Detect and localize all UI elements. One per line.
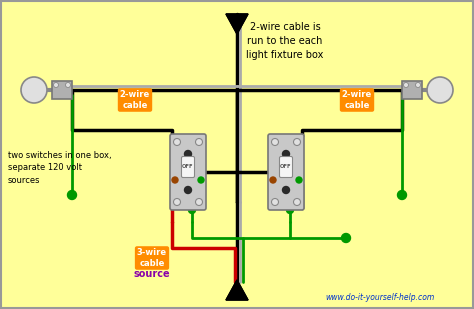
Circle shape	[293, 198, 301, 205]
Text: 2-wire cable is
run to the each
light fixture box: 2-wire cable is run to the each light fi…	[246, 22, 324, 60]
Circle shape	[172, 177, 178, 183]
Circle shape	[173, 138, 181, 146]
FancyBboxPatch shape	[170, 134, 206, 210]
Polygon shape	[226, 280, 248, 300]
Circle shape	[416, 83, 420, 87]
Circle shape	[296, 177, 302, 183]
Polygon shape	[226, 280, 248, 300]
FancyBboxPatch shape	[280, 156, 292, 177]
Circle shape	[195, 198, 202, 205]
Text: OFF: OFF	[182, 163, 194, 168]
Circle shape	[54, 83, 58, 87]
Text: OFF: OFF	[280, 163, 292, 168]
Circle shape	[270, 177, 276, 183]
Polygon shape	[226, 14, 248, 34]
Circle shape	[21, 77, 47, 103]
FancyBboxPatch shape	[182, 156, 194, 177]
Polygon shape	[226, 14, 248, 34]
Circle shape	[398, 191, 407, 200]
Text: www.do-it-yourself-help.com: www.do-it-yourself-help.com	[325, 294, 435, 303]
Circle shape	[67, 191, 76, 200]
Bar	[402, 81, 422, 99]
Circle shape	[198, 177, 204, 183]
Circle shape	[283, 150, 290, 158]
Circle shape	[286, 206, 293, 214]
Circle shape	[341, 234, 350, 243]
Text: 2-wire
cable: 2-wire cable	[120, 90, 150, 110]
Circle shape	[189, 206, 195, 214]
Circle shape	[403, 83, 409, 87]
Circle shape	[272, 138, 279, 146]
Circle shape	[173, 198, 181, 205]
FancyBboxPatch shape	[268, 134, 304, 210]
Circle shape	[427, 77, 453, 103]
Text: two switches in one box,
separate 120 volt
sources: two switches in one box, separate 120 vo…	[8, 151, 111, 185]
Bar	[52, 81, 72, 99]
Circle shape	[283, 187, 290, 193]
Circle shape	[184, 187, 191, 193]
Circle shape	[184, 150, 191, 158]
Circle shape	[293, 138, 301, 146]
Text: source: source	[134, 269, 170, 279]
Circle shape	[195, 138, 202, 146]
Text: 2-wire
cable: 2-wire cable	[342, 90, 372, 110]
Text: 3-wire
cable: 3-wire cable	[137, 248, 167, 268]
Circle shape	[272, 198, 279, 205]
Circle shape	[65, 83, 71, 87]
